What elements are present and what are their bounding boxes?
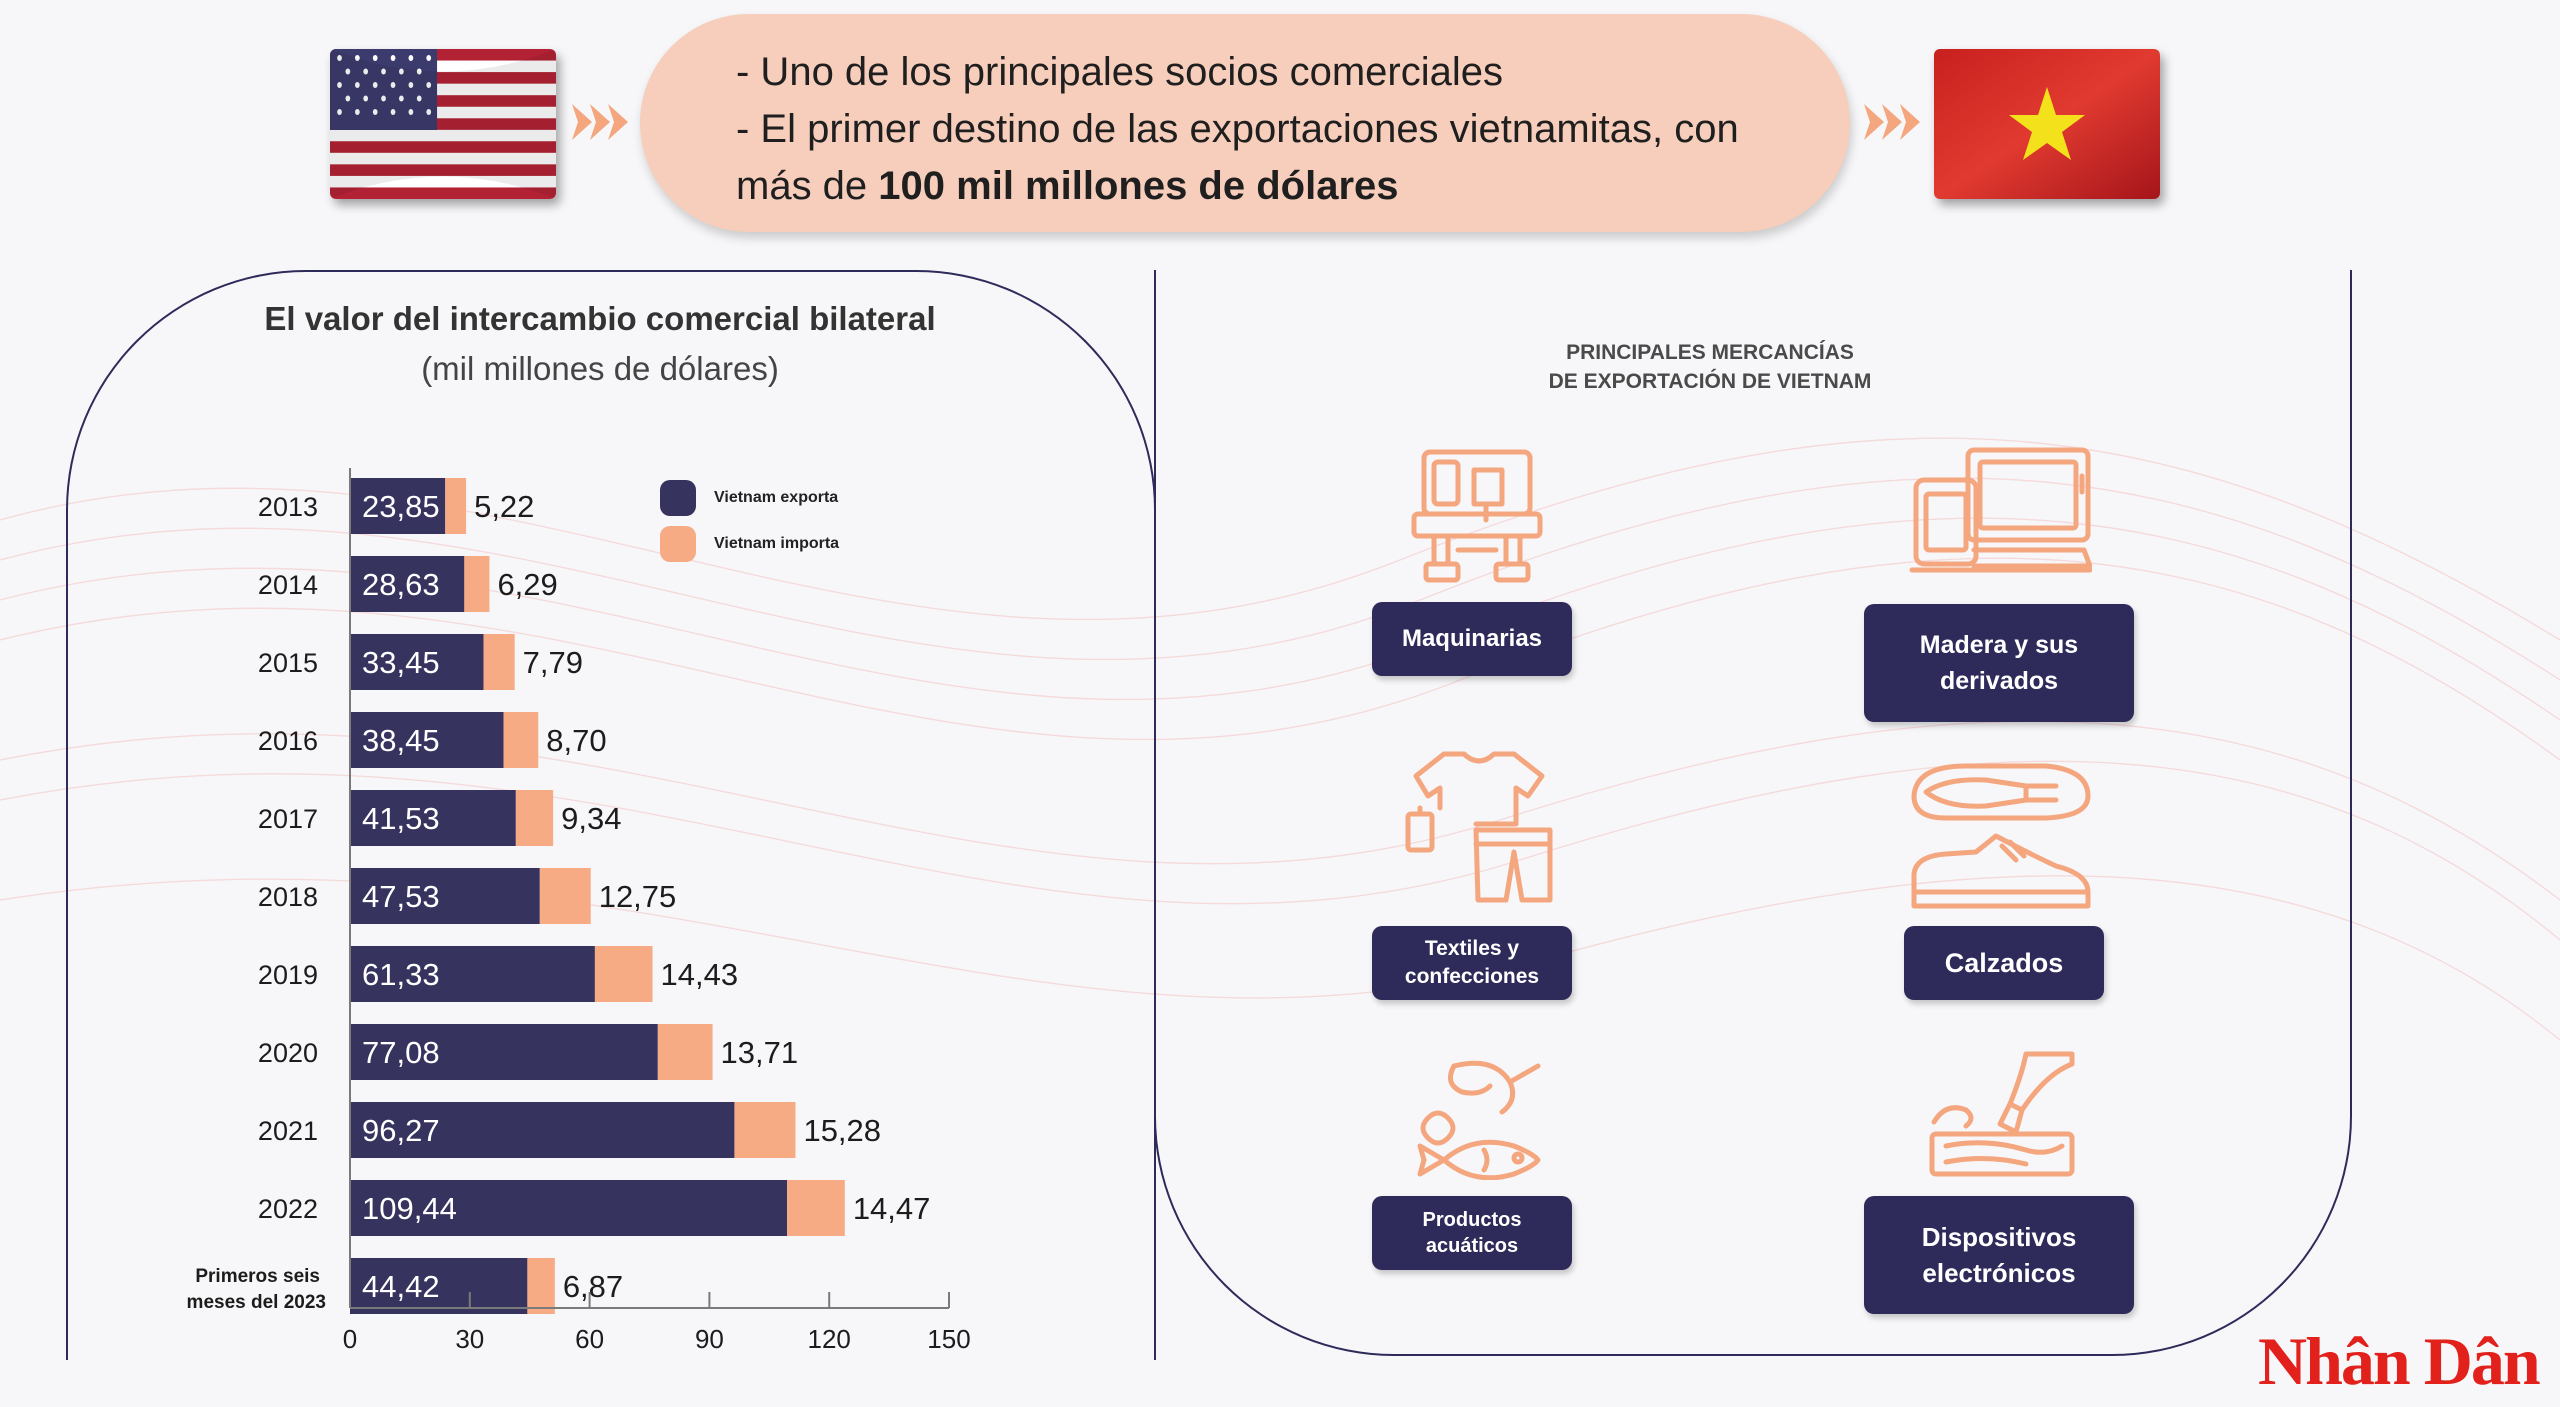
x-tick-label-4: 120 (808, 1324, 851, 1354)
shoes-icon (1906, 756, 2092, 912)
sewing-machine-icon (1410, 448, 1544, 588)
data-label-export-1: 28,63 (362, 567, 440, 602)
computer-devices-icon (1908, 446, 2092, 578)
bar-chart: 23,85 5,22 2013 28,63 6,29 2014 33,45 7,79 2015 3… (187, 468, 971, 1354)
data-label-export-3: 38,45 (362, 723, 440, 758)
headline-line-1: - Uno de los principales socios comercia… (736, 50, 1503, 94)
nhan-dan-logo: Nhân Dân (2258, 1323, 2541, 1399)
data-label-import-5: 12,75 (599, 879, 677, 914)
goods-label-acuaticos: Productos acuáticos (1372, 1196, 1572, 1270)
data-label-export-2: 33,45 (362, 645, 440, 680)
bar-export-2 (350, 634, 484, 690)
x-tick-label-2: 60 (575, 1324, 604, 1354)
data-label-import-7: 13,71 (721, 1035, 799, 1070)
vietnam-flag (1934, 49, 2160, 199)
legend-swatch-export (660, 480, 696, 516)
category-label-10: Primeros seis meses del 2023 (187, 1266, 326, 1313)
category-label-2: 2015 (258, 648, 318, 678)
chart-subtitle: (mil millones de dólares) (421, 350, 779, 387)
goods-panel (1154, 270, 2352, 1356)
category-label-8: 2021 (258, 1116, 318, 1146)
bar-export-10 (350, 1258, 528, 1314)
legend-label-export: Vietnam exporta (714, 489, 839, 506)
data-label-export-9: 109,44 (362, 1191, 457, 1226)
x-tick-label-5: 150 (927, 1324, 970, 1354)
goods-label-maquinarias: Maquinarias (1372, 602, 1572, 676)
category-label-7: 2020 (258, 1038, 318, 1068)
data-label-import-3: 8,70 (546, 723, 606, 758)
data-label-export-10: 44,42 (362, 1269, 440, 1304)
seafood-icon (1414, 1056, 1544, 1180)
data-label-export-7: 77,08 (362, 1035, 440, 1070)
bar-import-5 (539, 868, 591, 924)
x-tick-label-1: 30 (455, 1324, 484, 1354)
legend-item-import: Vietnam importa (660, 526, 839, 562)
bar-import-7 (657, 1024, 713, 1080)
bar-export-4 (350, 790, 516, 846)
bar-import-3 (503, 712, 539, 768)
bar-export-5 (350, 868, 540, 924)
goods-title-line-2: DE EXPORTACIÓN DE VIETNAM (1548, 370, 1872, 393)
legend-item-export: Vietnam exporta (660, 480, 838, 516)
bar-export-9 (350, 1180, 788, 1236)
headline-line-3-prefix: más de (736, 164, 879, 208)
data-label-import-10: 6,87 (563, 1269, 623, 1304)
data-label-import-6: 14,43 (661, 957, 739, 992)
bar-import-10 (527, 1258, 555, 1314)
headline-box: - Uno de los principales socios comercia… (640, 14, 1850, 232)
category-label-6: 2019 (258, 960, 318, 990)
goods-label-dispositivos: Dispositivos electrónicos (1864, 1196, 2134, 1314)
us-flag (330, 49, 556, 199)
x-tick-label-0: 0 (343, 1324, 357, 1354)
headline-highlight: 100 mil millones de dólares (878, 164, 1399, 208)
bar-export-8 (350, 1102, 735, 1158)
data-label-export-4: 41,53 (362, 801, 440, 836)
bar-import-8 (734, 1102, 796, 1158)
bar-import-2 (483, 634, 515, 690)
data-label-export-0: 23,85 (362, 489, 440, 524)
category-label-1: 2014 (258, 570, 318, 600)
data-label-import-0: 5,22 (474, 489, 534, 524)
arrow-right-icon (1864, 100, 1924, 144)
data-label-import-8: 15,28 (803, 1113, 881, 1148)
headline-line-3: más de 100 mil millones de dólares (736, 158, 1850, 215)
category-label-5: 2018 (258, 882, 318, 912)
bar-import-4 (515, 790, 554, 846)
legend-label-import: Vietnam importa (714, 535, 840, 552)
data-label-export-5: 47,53 (362, 879, 440, 914)
wood-carving-icon (1926, 1050, 2076, 1180)
data-label-import-2: 7,79 (523, 645, 583, 680)
bar-import-6 (594, 946, 653, 1002)
clothing-icon (1404, 748, 1554, 904)
goods-label-textiles: Textiles y confecciones (1372, 926, 1572, 1000)
bar-export-1 (350, 556, 465, 612)
bar-import-9 (787, 1180, 845, 1236)
legend-swatch-import (660, 526, 696, 562)
goods-title-line-1: PRINCIPALES MERCANCÍAS (1566, 341, 1854, 364)
bar-import-1 (464, 556, 490, 612)
headline-line-2: - El primer destino de las exportaciones… (736, 107, 1739, 151)
data-label-import-9: 14,47 (853, 1191, 931, 1226)
bar-export-3 (350, 712, 504, 768)
bar-export-0 (350, 478, 446, 534)
category-label-0: 2013 (258, 492, 318, 522)
category-label-4: 2017 (258, 804, 318, 834)
goods-label-madera: Madera y sus derivados (1864, 604, 2134, 722)
data-label-import-1: 6,29 (497, 567, 557, 602)
goods-title: PRINCIPALES MERCANCÍAS DE EXPORTACIÓN DE… (1500, 338, 1920, 396)
goods-label-calzados: Calzados (1904, 926, 2104, 1000)
data-label-export-6: 61,33 (362, 957, 440, 992)
category-label-3: 2016 (258, 726, 318, 756)
data-label-import-4: 9,34 (561, 801, 621, 836)
arrow-right-icon (572, 100, 632, 144)
category-label-9: 2022 (258, 1194, 318, 1224)
bar-import-0 (445, 478, 467, 534)
bar-export-7 (350, 1024, 658, 1080)
x-tick-label-3: 90 (695, 1324, 724, 1354)
bar-export-6 (350, 946, 595, 1002)
chart-title: El valor del intercambio comercial bilat… (264, 300, 936, 337)
data-label-export-8: 96,27 (362, 1113, 440, 1148)
